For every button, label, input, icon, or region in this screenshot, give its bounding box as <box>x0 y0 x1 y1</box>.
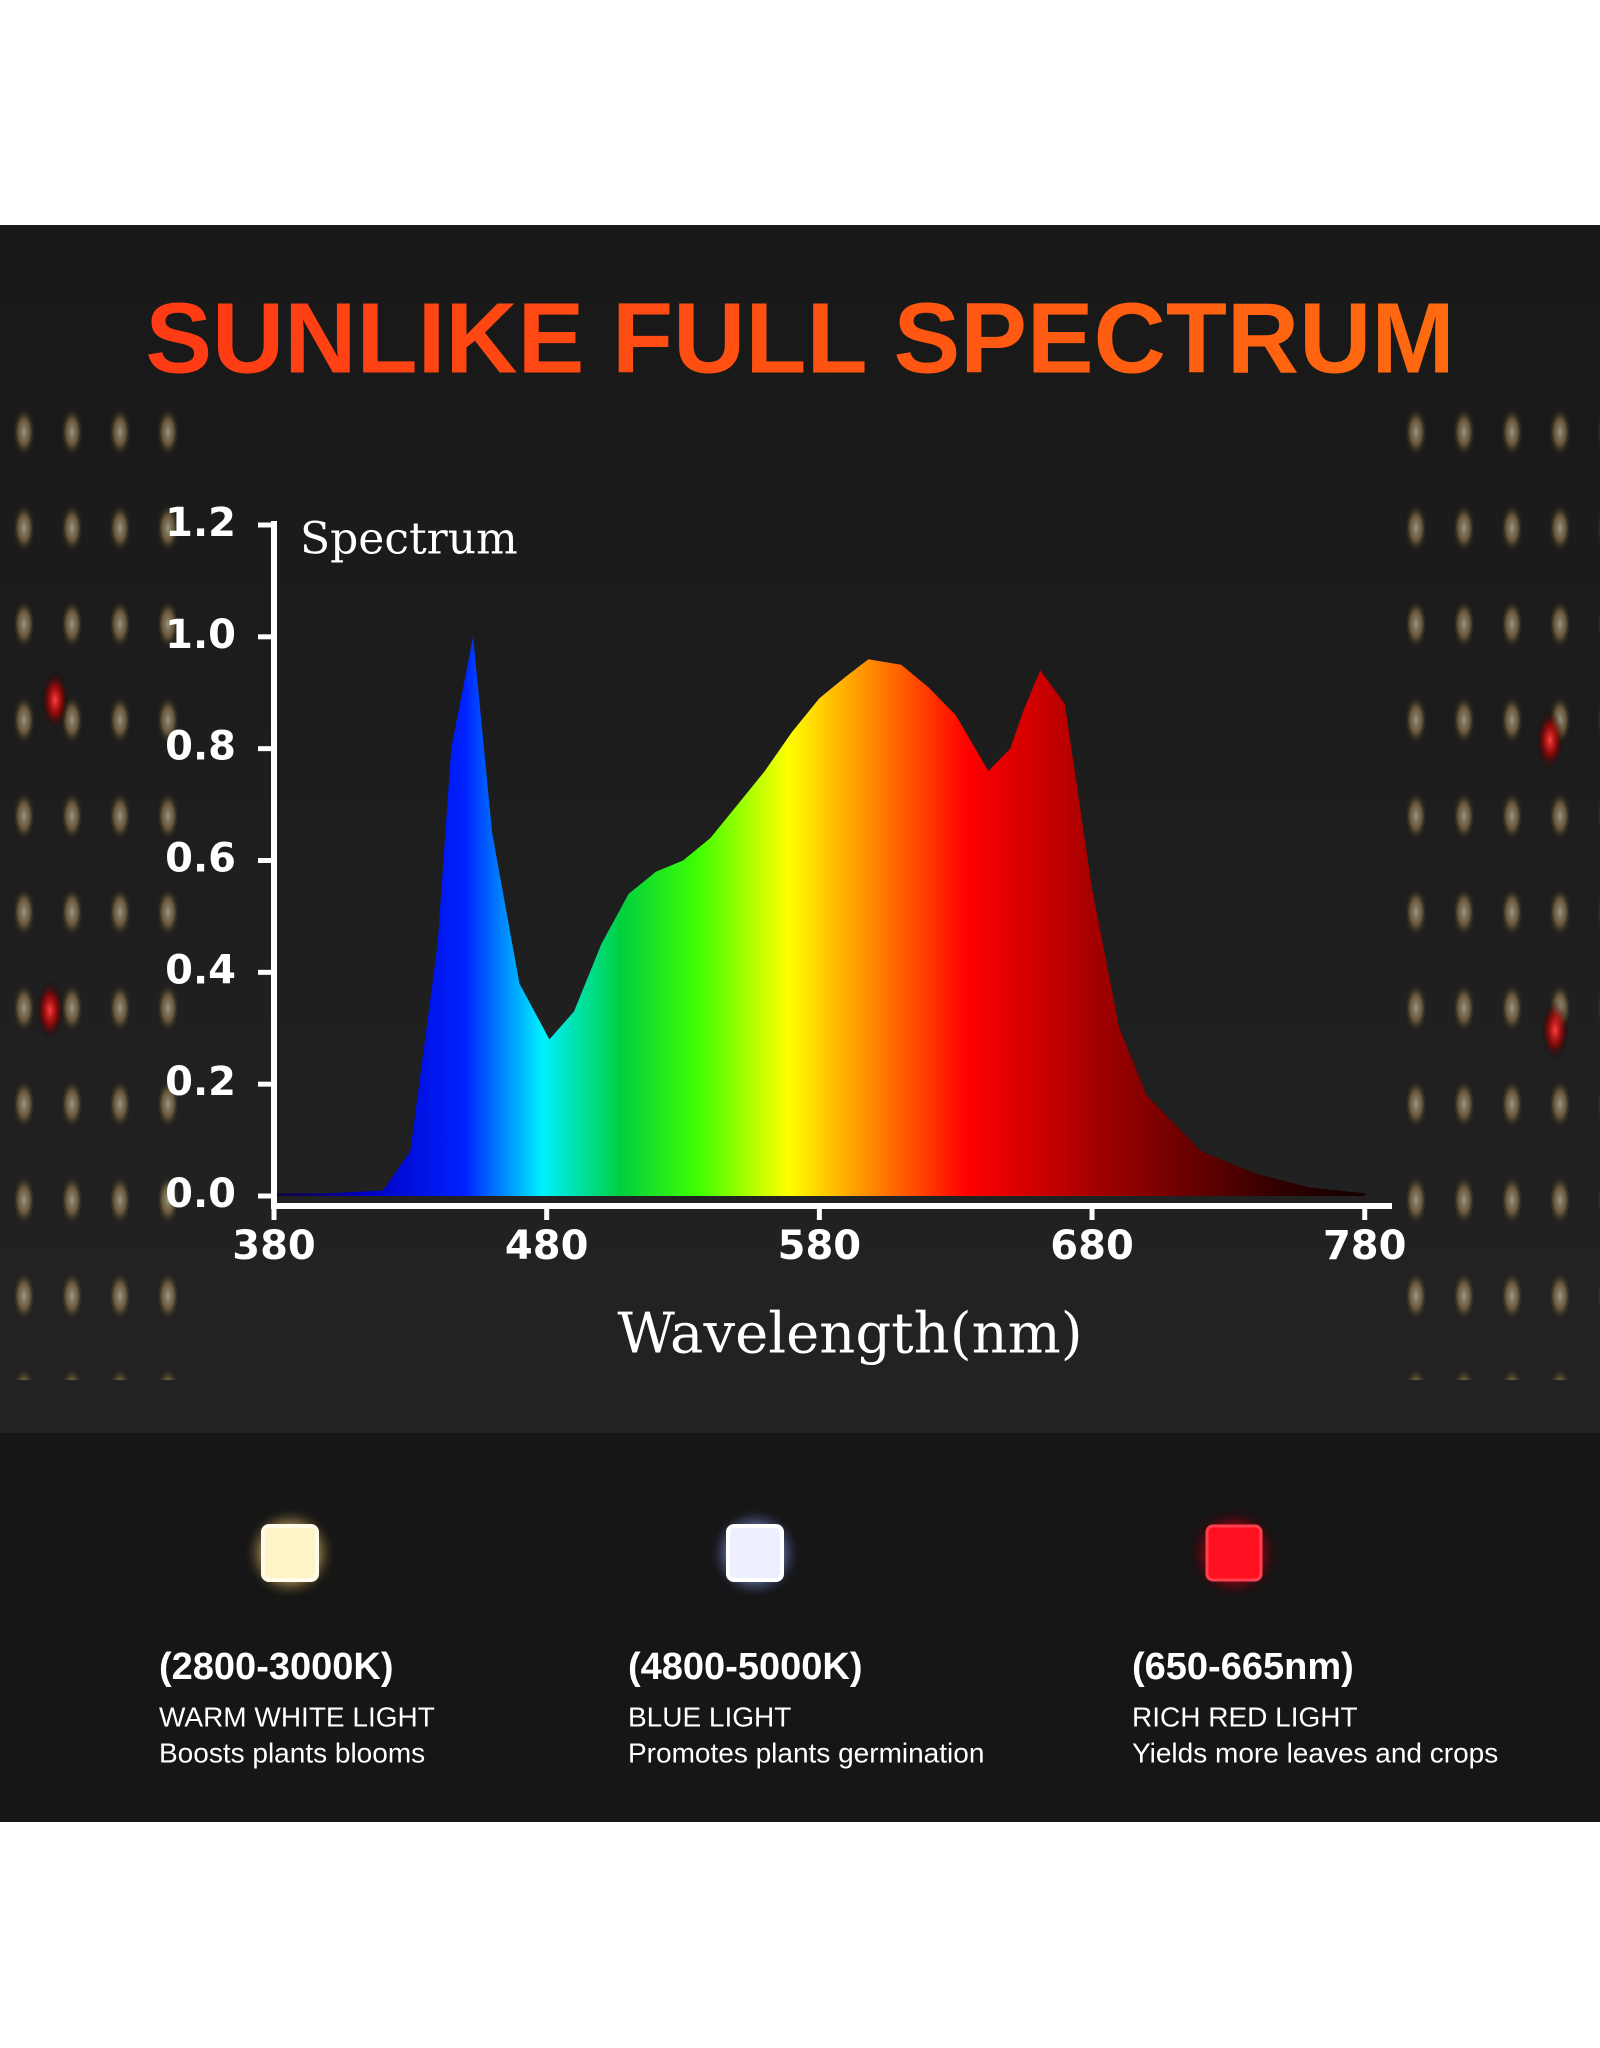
x-tick-label: 780 <box>1323 1223 1407 1269</box>
feature-description: Boosts plants blooms <box>159 1737 425 1768</box>
chart: 0.0 0.2 0.4 0.6 0.8 1.0 1.2 380 480 580 680 780 <box>165 500 1406 1269</box>
y-tick-label: 1.0 <box>165 612 236 658</box>
led-wall-left <box>0 380 200 1380</box>
chart-title: Spectrum <box>300 514 518 565</box>
led-warm-chip <box>261 1524 319 1582</box>
spectrum-area <box>274 636 1365 1196</box>
feature-name: BLUE LIGHT <box>628 1701 791 1732</box>
red-glow <box>1536 710 1564 770</box>
x-axis-label: Wavelength(nm) <box>617 1302 1082 1367</box>
x-tick-label: 480 <box>505 1223 589 1269</box>
y-tick-label: 0.4 <box>165 947 236 993</box>
red-glow <box>41 670 69 730</box>
feature-panel <box>0 1433 1600 1822</box>
feature-range: (2800-3000K) <box>159 1646 393 1688</box>
x-tick-label: 580 <box>778 1223 862 1269</box>
y-tick-label: 0.2 <box>165 1059 236 1105</box>
led-red-chip <box>1205 1524 1263 1582</box>
x-tick-label: 380 <box>232 1223 316 1269</box>
feature-range: (4800-5000K) <box>628 1646 862 1688</box>
feature-description: Yields more leaves and crops <box>1132 1737 1498 1768</box>
headline: SUNLIKE FULL SPECTRUM <box>145 282 1454 394</box>
feature-range: (650-665nm) <box>1132 1646 1354 1688</box>
led-blue-chip <box>726 1524 784 1582</box>
y-tick-label: 0.6 <box>165 836 236 882</box>
y-tick-label: 0.0 <box>165 1171 236 1217</box>
y-tick-label: 0.8 <box>165 724 236 770</box>
red-glow <box>36 980 64 1040</box>
x-tick-label: 680 <box>1050 1223 1134 1269</box>
feature-name: WARM WHITE LIGHT <box>159 1701 435 1732</box>
feature-name: RICH RED LIGHT <box>1132 1701 1358 1732</box>
features: (2800-3000K) WARM WHITE LIGHT Boosts plant… <box>159 1646 1498 1768</box>
red-glow <box>1541 1000 1569 1060</box>
led-wall-right <box>1400 380 1600 1380</box>
feature-description: Promotes plants germination <box>628 1737 984 1768</box>
y-tick-label: 1.2 <box>165 500 236 546</box>
